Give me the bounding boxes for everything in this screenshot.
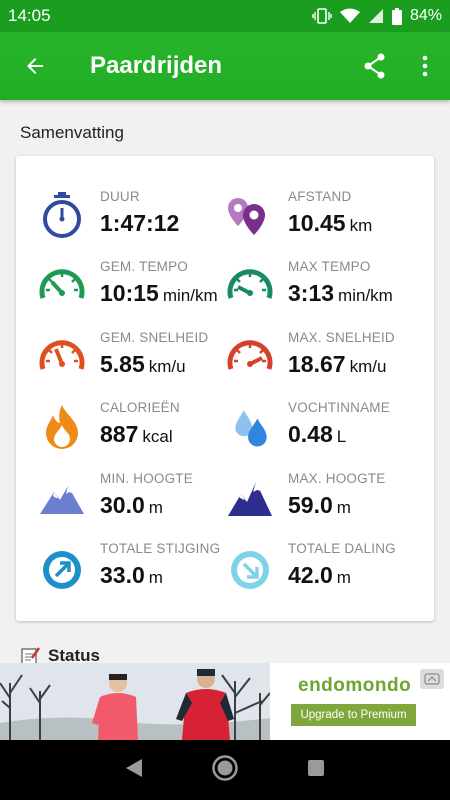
page-title: Paardrijden [90, 52, 223, 79]
stat-label: CALORIEËN [100, 400, 180, 415]
ad-brand-logo: endomondo [298, 675, 412, 696]
status-section-header: Status [20, 645, 100, 667]
stat-unit: km/u [349, 357, 387, 376]
stat-label: MAX. SNELHEID [288, 330, 395, 345]
status-title: Status [48, 646, 100, 665]
map-pin-icon [228, 198, 265, 235]
share-icon [364, 53, 385, 79]
stat-label: TOTALE STIJGING [100, 541, 221, 556]
stat-label: GEM. SNELHEID [100, 330, 209, 345]
stat-unit: min/km [338, 286, 393, 305]
stat-label: TOTALE DALING [288, 541, 396, 556]
stat-value: 0.48 [288, 421, 333, 447]
stat-duration: DUUR 1:47:12 [36, 186, 179, 242]
overflow-menu-button[interactable] [400, 32, 450, 100]
speedometer-red-icon [227, 340, 273, 370]
water-drops-icon [235, 410, 267, 447]
mountain-dark-icon [228, 482, 272, 516]
stat-avg-pace: GEM. TEMPO 10:15 min/km [36, 256, 218, 312]
descent-arrow-icon [231, 551, 269, 589]
runners-image [0, 663, 270, 740]
stat-value: 59.0 [288, 492, 333, 518]
stat-label: AFSTAND [288, 189, 352, 204]
stat-value: 10.45 [288, 210, 346, 236]
mountain-light-icon [40, 486, 84, 514]
stat-unit: kcal [142, 427, 173, 446]
stat-avg-speed: GEM. SNELHEID 5.85 km/u [36, 327, 208, 383]
battery-icon [391, 7, 402, 25]
nav-recents-button[interactable] [306, 758, 326, 783]
system-nav-bar [0, 740, 450, 800]
more-vert-icon [422, 55, 428, 77]
square-recents-icon [308, 759, 325, 776]
battery-percentage: 84% [409, 7, 442, 24]
stat-value: 33.0 [100, 562, 145, 588]
stat-value: 3:13 [288, 280, 335, 306]
stat-label: MAX. HOOGTE [288, 471, 386, 486]
stat-value: 18.67 [288, 351, 346, 377]
stat-label: DUUR [100, 189, 140, 204]
stopwatch-icon [43, 192, 81, 238]
nav-home-button[interactable] [211, 754, 239, 787]
stat-unit: m [336, 568, 351, 587]
arrow-left-icon [27, 58, 43, 74]
stat-value: 10:15 [100, 280, 159, 306]
vibrate-icon [312, 8, 332, 24]
stat-distance: AFSTAND 10.45 km [224, 186, 372, 242]
flame-icon [46, 405, 78, 449]
triangle-back-icon [125, 758, 142, 777]
stat-value: 887 [100, 421, 139, 447]
stat-value: 42.0 [288, 562, 333, 588]
stat-value: 1:47:12 [100, 210, 180, 236]
speedometer-green-icon [39, 269, 85, 299]
stat-label: GEM. TEMPO [100, 259, 189, 274]
ascent-arrow-icon [43, 551, 81, 589]
back-button[interactable] [0, 32, 70, 100]
summary-title: Samenvatting [20, 123, 124, 142]
stat-total-descent: TOTALE DALING 42.0 m [224, 538, 396, 594]
stat-total-ascent: TOTALE STIJGING 33.0 m [36, 538, 220, 594]
status-bar: 14:05 84% [0, 0, 450, 32]
stat-unit: m [148, 498, 163, 517]
ad-photo [0, 663, 270, 740]
system-icons: 84% [312, 7, 442, 25]
signal-icon [368, 9, 383, 23]
upgrade-premium-button[interactable]: Upgrade to Premium [291, 704, 416, 726]
stat-unit: km/u [148, 357, 186, 376]
app-bar: Paardrijden [0, 32, 450, 100]
stat-unit: m [148, 568, 163, 587]
summary-card: DUUR 1:47:12 AFSTAND 10.45 km GEM. TEMPO 10:… [16, 156, 434, 621]
stat-max-pace: MAX TEMPO 3:13 min/km [224, 256, 393, 312]
stat-label: VOCHTINNAME [288, 400, 390, 415]
ad-choices-icon[interactable] [420, 669, 444, 689]
stat-max-altitude: MAX. HOOGTE 59.0 m [224, 468, 385, 524]
stat-max-speed: MAX. SNELHEID 18.67 km/u [224, 327, 395, 383]
nav-back-button[interactable] [124, 757, 144, 784]
stat-calories: CALORIEËN 887 kcal [36, 397, 180, 453]
stat-hydration: VOCHTINNAME 0.48 L [232, 397, 390, 453]
wifi-icon [339, 8, 360, 23]
speedometer-teal-icon [227, 269, 273, 299]
stat-unit: L [336, 427, 347, 446]
circle-home-icon [212, 754, 238, 781]
speedometer-orange-icon [39, 340, 85, 370]
stat-min-altitude: MIN. HOOGTE 30.0 m [36, 468, 193, 524]
stat-value: 30.0 [100, 492, 145, 518]
stat-unit: km [349, 216, 373, 235]
status-time: 14:05 [8, 6, 51, 25]
ad-banner[interactable]: endomondo Upgrade to Premium [0, 663, 450, 740]
stat-value: 5.85 [100, 351, 145, 377]
share-button[interactable] [350, 32, 400, 100]
stat-unit: m [336, 498, 351, 517]
stat-label: MAX TEMPO [288, 259, 371, 274]
stat-unit: min/km [162, 286, 218, 305]
stat-label: MIN. HOOGTE [100, 471, 193, 486]
